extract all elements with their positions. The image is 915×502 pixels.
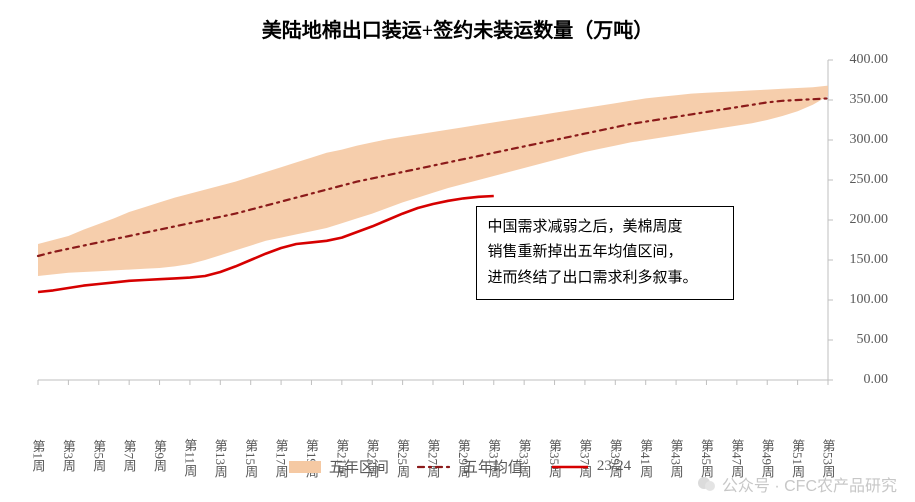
legend-item-current: 23/24 [551,458,631,475]
x-tick-label: 第13周 [211,435,230,478]
legend: 五年区间 五年均值 23/24 [250,456,670,477]
annotation-line: 进而终结了出口需求利多叙事。 [487,266,723,292]
y-tick-label: 300.00 [850,132,889,148]
y-tick-label: 0.00 [864,372,889,388]
y-tick-label: 350.00 [850,92,889,108]
y-tick-label: 50.00 [857,332,889,348]
x-tick-label: 第5周 [89,435,108,472]
x-tick-label: 第11周 [180,435,199,478]
y-tick-label: 400.00 [850,52,889,68]
annotation-box: 中国需求减弱之后，美棉周度销售重新掉出五年均值区间，进而终结了出口需求利多叙事。 [476,206,734,301]
x-axis-ticks: 第1周第3周第5周第7周第9周第11周第13周第15周第17周第19周第21周第… [38,380,828,435]
watermark: 公众号 · CFC农产品研究 [696,472,897,496]
x-tick-label: 第3周 [59,435,78,472]
x-tick-label: 第7周 [120,435,139,472]
y-tick-label: 150.00 [850,252,889,268]
watermark-text: 公众号 · CFC农产品研究 [722,472,897,496]
legend-label-current: 23/24 [597,458,631,475]
chart-title: 美陆地棉出口装运+签约未装运数量（万吨） [0,14,915,43]
y-tick-label: 250.00 [850,172,889,188]
wechat-icon [696,474,716,494]
y-tick-label: 100.00 [850,292,889,308]
x-tick-label: 第1周 [29,435,48,472]
annotation-line: 中国需求减弱之后，美棉周度 [487,215,723,241]
plot-area: 0.00 50.00 100.00 150.00 200.00 250.00 300.00 3… [38,60,888,440]
current-swatch-icon [551,460,589,474]
mean-swatch-icon [417,460,455,474]
x-tick-label: 第9周 [150,435,169,472]
legend-label-mean: 五年均值 [463,456,523,477]
legend-item-mean: 五年均值 [417,456,523,477]
range-swatch-icon [289,461,321,473]
y-axis-ticks: 0.0050.00100.00150.00200.00250.00300.003… [828,60,888,380]
annotation-line: 销售重新掉出五年均值区间， [487,240,723,266]
legend-label-range: 五年区间 [329,456,389,477]
legend-item-range: 五年区间 [289,456,389,477]
y-tick-label: 200.00 [850,212,889,228]
